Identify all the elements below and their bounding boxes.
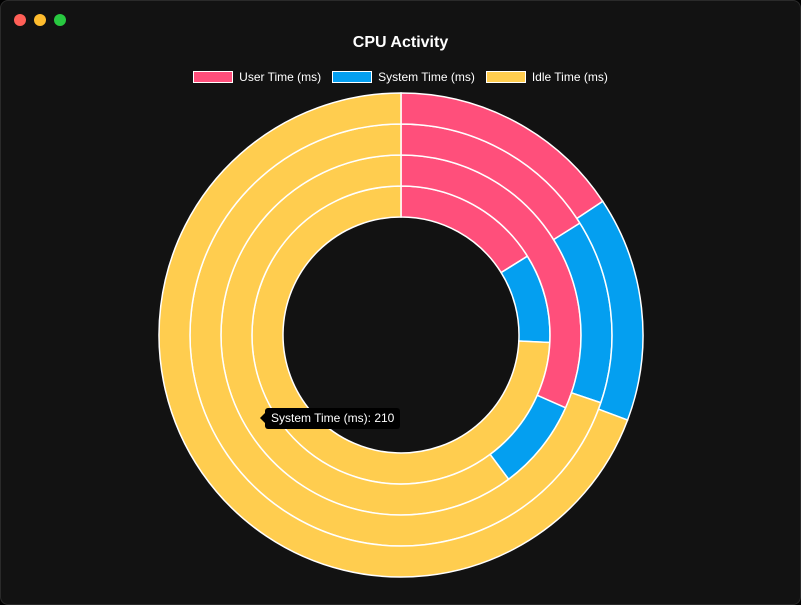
ring-4-idle-time-arc[interactable] (158, 92, 629, 578)
maximize-window-button[interactable] (54, 14, 66, 26)
legend-label: Idle Time (ms) (531, 70, 608, 84)
legend-label: User Time (ms) (239, 70, 322, 84)
legend-swatch (332, 71, 373, 83)
minimize-window-button[interactable] (34, 14, 46, 26)
legend-label: System Time (ms) (378, 70, 475, 84)
chart-legend: User Time (ms) System Time (ms) Idle Tim… (1, 70, 800, 84)
chart-tooltip: System Time (ms): 210 (259, 408, 401, 429)
legend-item-system-time[interactable]: System Time (ms) (332, 70, 475, 84)
window-controls (14, 14, 66, 26)
close-window-button[interactable] (14, 14, 26, 26)
chart-title: CPU Activity (352, 34, 449, 51)
legend-swatch (193, 71, 234, 83)
legend-swatch (485, 71, 526, 83)
legend-item-user-time[interactable]: User Time (ms) (193, 70, 321, 84)
legend-item-idle-time[interactable]: Idle Time (ms) (485, 70, 608, 84)
